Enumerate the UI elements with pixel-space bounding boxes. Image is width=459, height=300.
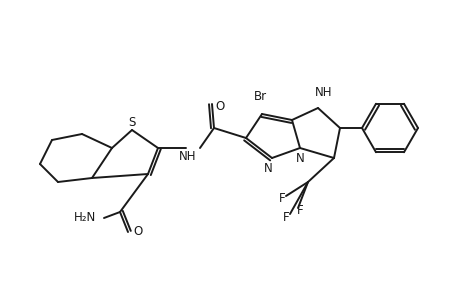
Text: F: F	[282, 212, 289, 224]
Text: H₂N: H₂N	[73, 212, 96, 224]
Text: NH: NH	[314, 85, 332, 98]
Text: O: O	[133, 226, 142, 238]
Text: F: F	[278, 191, 285, 205]
Text: N: N	[263, 161, 272, 175]
Text: F: F	[296, 203, 302, 217]
Text: S: S	[128, 116, 135, 128]
Text: Br: Br	[253, 89, 266, 103]
Text: O: O	[215, 100, 224, 112]
Text: N: N	[295, 152, 304, 164]
Text: NH: NH	[179, 149, 196, 163]
